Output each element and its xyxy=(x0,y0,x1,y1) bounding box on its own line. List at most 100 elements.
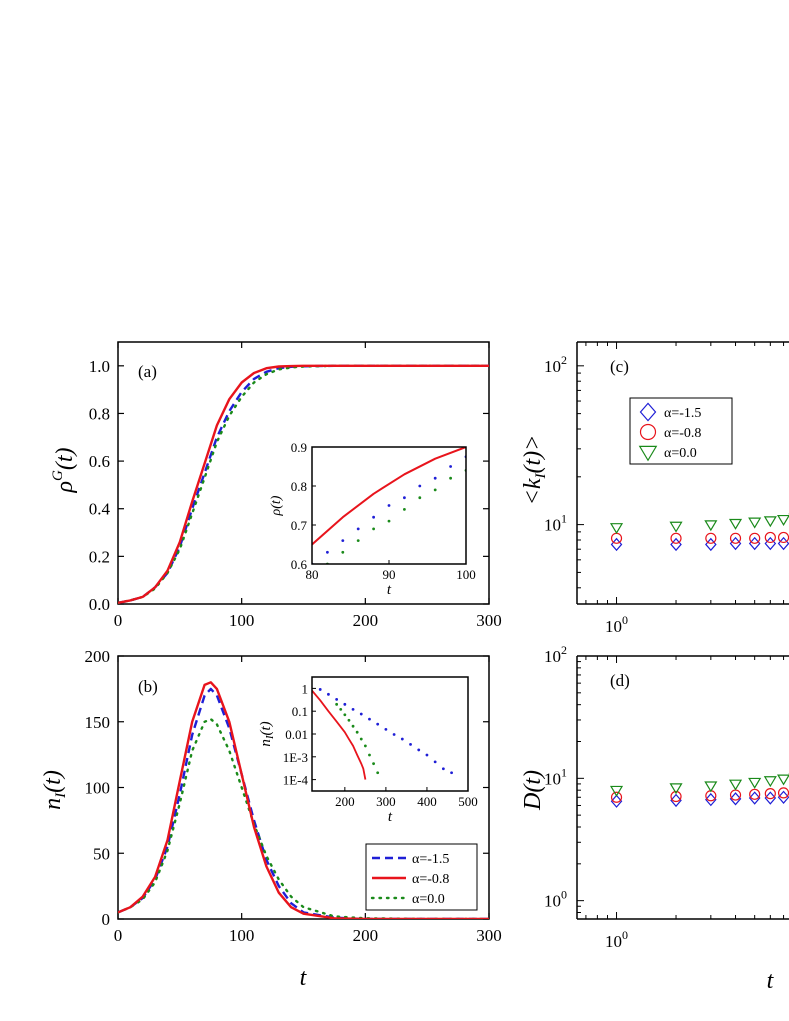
panel-d-ytick-base: 10 xyxy=(544,892,561,911)
panel-d-ytick-exp: 2 xyxy=(561,643,567,657)
panel-b-series-a00 xyxy=(118,717,489,919)
panel-c-ylabel-tail: (t)> xyxy=(520,435,546,474)
panel-c-point-a08-1 xyxy=(670,532,682,544)
panel-b-legend-label-a15: α=-1.5 xyxy=(412,852,449,867)
panel-a-inset-xlabel: t xyxy=(387,582,392,598)
panel-a-inset-series-a08 xyxy=(312,447,466,546)
panel-b-inset-ylabel: nI(t) xyxy=(258,721,276,746)
panel-d-ytick-base: 10 xyxy=(544,647,561,666)
panel-b-inset-ytick-label: 1E-3 xyxy=(283,750,308,765)
panel-d-ytick-exp: 0 xyxy=(561,888,567,902)
panel-a-inset-point-a15-7 xyxy=(418,484,422,488)
panel-d-point-a15-6 xyxy=(777,790,789,804)
panel-c-point-a15-5 xyxy=(764,536,777,551)
panel-b-inset-point-a00-10 xyxy=(376,771,380,775)
panel-b-legend: α=-1.5 α=-0.8 α=0.0 xyxy=(365,843,478,911)
panel-a-inset-point-a15-8 xyxy=(433,476,437,480)
panel-b-ytick-label: 100 xyxy=(85,779,111,798)
panel-b: 0 100 200 300050100150200(b)tnI(t)α=-1.5α=-… xyxy=(40,647,502,991)
panel-b-xtick-label: 300 xyxy=(476,926,502,945)
panel-b-inset-point-a15-3 xyxy=(343,702,347,706)
panel-c-point-a15-1 xyxy=(670,537,682,552)
panel-b-inset-ytick-label: 0.01 xyxy=(285,727,308,742)
panel-c-plot xyxy=(609,513,789,552)
panel-b-inset-point-a00-9 xyxy=(372,762,375,766)
panel-c-point-a00-1 xyxy=(669,521,683,533)
panel-b-xlabel: t xyxy=(300,965,308,991)
panel-c-point-a00-5 xyxy=(763,516,777,528)
panel-b-inset-ytick-label: 1E-4 xyxy=(283,773,309,788)
panel-a-ylabel-main: ρ xyxy=(52,481,78,494)
panel-b-inset-ytick-label: 0.1 xyxy=(292,704,308,719)
panel-b-ylabel-tail: (t) xyxy=(40,770,66,793)
panel-a-ylabel: ρG(t) xyxy=(50,447,78,493)
panel-a-xtick-label: 300 xyxy=(476,611,502,630)
panel-d-point-a15-0 xyxy=(610,794,623,808)
panel-a-inset-point-a15-2 xyxy=(341,539,345,542)
panel-c-legend-label-a08: α=-0.8 xyxy=(664,426,701,441)
panel-b-ylabel-main: n xyxy=(40,798,66,810)
panel-c-point-a00-0 xyxy=(609,523,624,535)
panel-d-xtick-base: 10 xyxy=(605,932,622,951)
panel-b-inset-point-a15-16 xyxy=(450,771,453,775)
panel-c-ylabel: <kI(t)> xyxy=(520,435,549,506)
panel-b-inset-point-a00-4 xyxy=(351,724,355,728)
panel-c-legend-marker-a00 xyxy=(638,445,658,462)
panel-a-inset-ytick-label: 0.6 xyxy=(291,557,308,572)
panel-c-xtick-base: 10 xyxy=(605,617,622,636)
panel-b-inset-point-a15-11 xyxy=(409,742,412,746)
panel-b-inset-point-a00-0 xyxy=(335,702,339,706)
panel-b-ytick-label: 0 xyxy=(102,910,111,929)
panel-b-ytick-label: 150 xyxy=(85,713,111,732)
panel-b-inset-point-a00-6 xyxy=(359,737,363,741)
panel-a-inset-point-a15-6 xyxy=(403,496,406,500)
panel-c-point-a15-6 xyxy=(777,536,789,551)
panel-b-legend-label-a08: α=-0.8 xyxy=(412,872,449,887)
panel-c-ytick-base: 10 xyxy=(544,516,561,535)
panel-d-point-a00-4 xyxy=(748,777,762,789)
panel-a-inset-point-a15-3 xyxy=(356,527,360,531)
panel-a-inset-point-a00-9 xyxy=(449,476,452,480)
panel-d-point-a08-5 xyxy=(764,788,776,800)
panel-b-inset-point-a15-4 xyxy=(351,707,355,711)
panel-a-ylabel-tail: (t) xyxy=(52,447,78,470)
panel-d-point-a08-0 xyxy=(610,791,623,803)
panel-a-inset-point-a00-3 xyxy=(356,539,360,542)
panel-a-inset-point-a00-2 xyxy=(341,550,345,554)
panel-a-inset-xtick-label: 80 xyxy=(306,567,319,582)
panel-a-inset-plot xyxy=(312,447,466,564)
panel-c-ytick-base: 10 xyxy=(544,357,561,376)
panel-c-ylabel-sub: I xyxy=(533,473,549,480)
panel-b-inset-point-a15-12 xyxy=(417,748,421,752)
panel-b-inset-point-a15-6 xyxy=(368,717,371,721)
panel-a-inset-point-a00-8 xyxy=(433,488,437,492)
panel-d-xtick-label: 100 xyxy=(605,928,628,951)
panel-c-ytick-exp: 2 xyxy=(561,353,567,367)
panel-b-inset-bg xyxy=(312,677,468,791)
panel-b-inset-point-a15-13 xyxy=(425,753,429,757)
panel-b-inset-ylabel-main: n xyxy=(258,739,274,747)
panel-c: 100101101102(c)<kI(t)>α=-1.5α=-0.8α=0.0 xyxy=(520,341,789,636)
panel-a-ytick-label: 0.2 xyxy=(89,547,110,566)
panel-c-point-a08-4 xyxy=(749,532,761,544)
panel-d-point-a00-3 xyxy=(728,779,743,791)
panel-a-ytick-label: 0.0 xyxy=(89,595,110,614)
panel-b-inset-series-a08 xyxy=(312,690,367,780)
panel-d-point-a15-5 xyxy=(764,791,777,805)
panel-b-inset-point-a00-1 xyxy=(339,707,343,711)
panel-c-legend-label-a15: α=-1.5 xyxy=(664,406,701,421)
panel-d-point-a00-5 xyxy=(763,776,777,788)
panel-a-xtick-label: 200 xyxy=(353,611,379,630)
panel-a-inset: 80 90 100 0.6 0.7 0.8 0.9 t ρ(t) xyxy=(269,440,476,598)
panel-b-inset-point-a15-7 xyxy=(376,722,380,726)
panel-a-ytick-label: 0.4 xyxy=(89,500,111,519)
panel-b-series-a08 xyxy=(118,681,489,919)
panel-b-inset-point-a15-15 xyxy=(441,767,445,771)
panel-b-inset-point-a15-10 xyxy=(400,737,404,741)
panel-d-point-a00-1 xyxy=(669,783,683,795)
panel-c-point-a00-4 xyxy=(748,517,762,529)
panel-a-ytick-label: 1.0 xyxy=(89,357,110,376)
panel-a-ytick-label: 0.6 xyxy=(89,452,110,471)
panel-b-inset-point-a00-2 xyxy=(343,713,347,717)
panel-a-inset-ytick-label: 0.7 xyxy=(291,518,308,533)
